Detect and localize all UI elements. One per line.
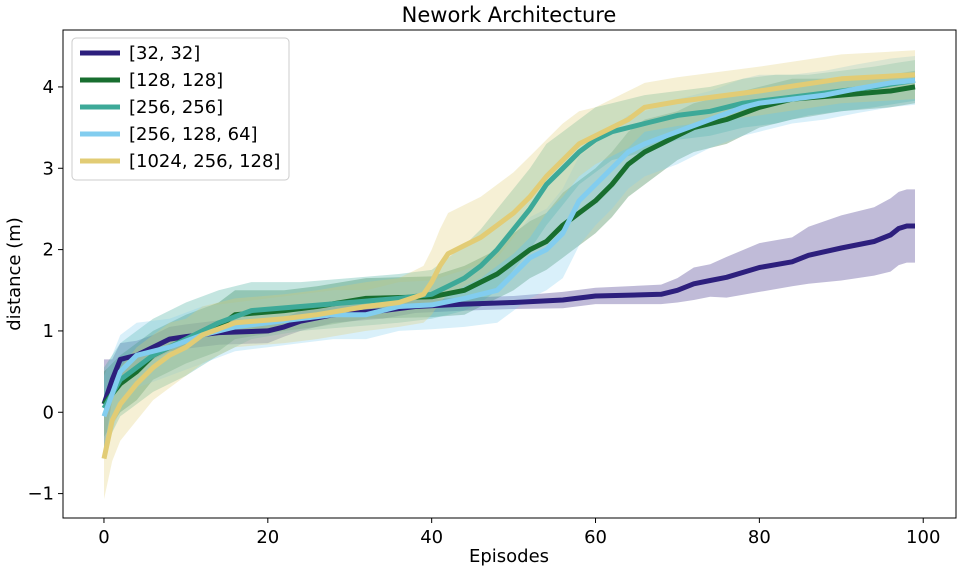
y-tick-label: 2 bbox=[43, 240, 54, 261]
y-axis-label: distance (m) bbox=[4, 217, 25, 331]
legend-label: [32, 32] bbox=[129, 43, 200, 64]
y-axis: −1 0 1 2 3 4 bbox=[27, 77, 63, 505]
y-tick-label: −1 bbox=[27, 484, 54, 505]
line-series-0 bbox=[101, 223, 915, 405]
legend-label: [1024, 256, 128] bbox=[129, 151, 280, 172]
x-tick-label: 0 bbox=[98, 527, 109, 548]
x-axis-label: Episodes bbox=[469, 546, 549, 567]
band-series-3 bbox=[104, 56, 915, 457]
plot-frame bbox=[62, 29, 957, 519]
legend-label: [256, 128, 64] bbox=[129, 124, 258, 145]
x-axis: 0 20 40 60 80 100 bbox=[98, 518, 940, 548]
x-tick-label: 60 bbox=[584, 527, 607, 548]
y-tick-label: 3 bbox=[43, 158, 54, 179]
x-tick-label: 80 bbox=[748, 527, 771, 548]
line-series-4 bbox=[101, 72, 916, 460]
y-tick-label: 1 bbox=[43, 321, 54, 342]
line-series-3 bbox=[101, 77, 916, 418]
x-tick-label: 40 bbox=[420, 527, 443, 548]
legend: [32, 32] [128, 128] [256, 256] [256, 128, 6… bbox=[71, 37, 290, 181]
legend-label: [128, 128] bbox=[129, 70, 223, 91]
legend-label: [256, 256] bbox=[129, 97, 223, 118]
y-tick-label: 4 bbox=[43, 77, 54, 98]
chart-title: Nework Architecture bbox=[402, 3, 617, 27]
band-series-2 bbox=[104, 60, 915, 449]
legend-frame bbox=[71, 37, 290, 181]
band-series-1 bbox=[104, 70, 915, 437]
x-tick-label: 100 bbox=[906, 527, 940, 548]
y-tick-label: 0 bbox=[43, 402, 54, 423]
series-lines bbox=[101, 72, 916, 460]
x-tick-label: 20 bbox=[256, 527, 279, 548]
line-series-1 bbox=[102, 84, 916, 406]
